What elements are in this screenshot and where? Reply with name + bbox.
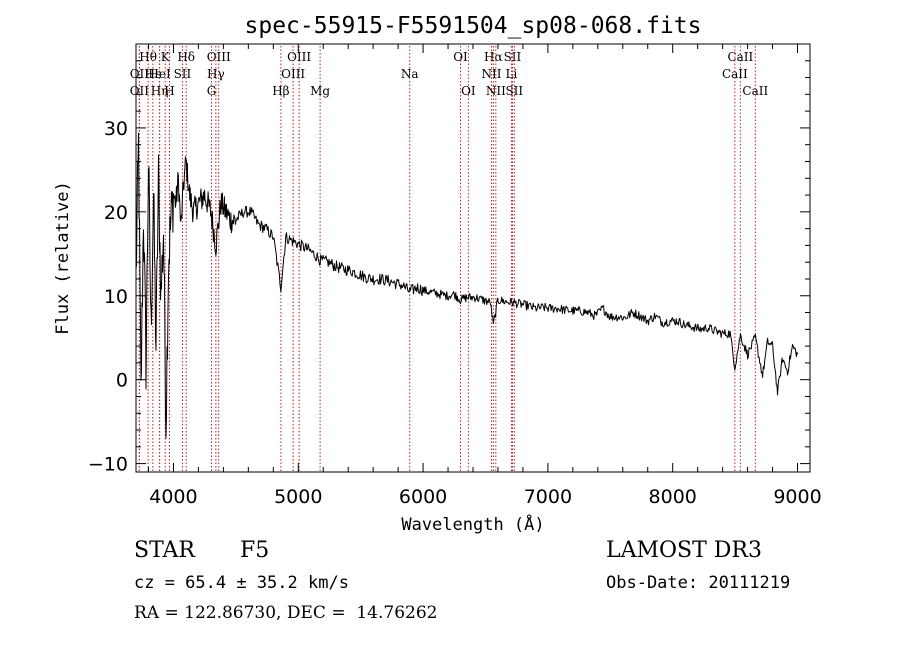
line-label-14: OIII xyxy=(287,50,311,64)
x-tick-label-4000: 4000 xyxy=(149,486,197,508)
line-label-27: CaII xyxy=(722,67,748,81)
line-label-19: OI xyxy=(461,84,476,98)
line-label-3: Hε xyxy=(145,67,162,81)
line-label-25: SII xyxy=(505,84,523,98)
x-tick-label-8000: 8000 xyxy=(649,486,697,508)
line-label-6: HeI xyxy=(148,67,171,81)
line-label-9: Hδ xyxy=(177,50,195,64)
line-label-26: CaII xyxy=(727,50,753,64)
ra-dec-coordinates: RA = 122.86730, DEC = 14.76262 xyxy=(134,603,438,623)
line-label-4: Hη xyxy=(151,84,169,98)
line-label-8: H xyxy=(164,84,174,98)
line-label-22: NII xyxy=(481,67,501,81)
line-label-5: K xyxy=(161,50,171,64)
chart-title: spec-55915-F5591504_sp08-068.fits xyxy=(245,13,702,39)
y-tick-label-20: 20 xyxy=(104,202,128,224)
line-label-10: OIII xyxy=(207,50,231,64)
y-tick-label-30: 30 xyxy=(104,118,128,140)
line-label-12: G xyxy=(207,84,217,98)
line-label-16: Mg xyxy=(310,84,330,98)
spectrum-series xyxy=(135,132,798,439)
x-tick-label-9000: 9000 xyxy=(773,486,821,508)
y-tick-label-0: 0 xyxy=(116,370,128,392)
plot-frame xyxy=(135,43,811,473)
y-tick-label-10: 10 xyxy=(104,286,128,308)
survey-name: LAMOST DR3 xyxy=(606,538,762,563)
line-label-13: Hβ xyxy=(272,84,289,98)
object-subclass: F5 xyxy=(240,538,270,563)
line-label-7: SII xyxy=(174,67,192,81)
line-label-15: OIII xyxy=(281,67,305,81)
x-tick-label-5000: 5000 xyxy=(274,486,322,508)
line-label-17: Na xyxy=(401,67,419,81)
x-axis-label: Wavelength (Å) xyxy=(401,513,544,535)
line-label-11: Hγ xyxy=(207,67,225,81)
line-label-2: OII xyxy=(130,84,150,98)
x-tick-label-6000: 6000 xyxy=(399,486,447,508)
y-axis-label: Flux (relative) xyxy=(53,181,73,335)
observation-date: Obs-Date: 20111219 xyxy=(606,573,791,593)
line-label-20: Hα xyxy=(484,50,503,64)
y-tick-label--10: −10 xyxy=(88,454,128,476)
object-class: STAR xyxy=(134,538,195,563)
line-label-23: Li xyxy=(506,67,518,81)
x-tick-label-7000: 7000 xyxy=(524,486,572,508)
line-label-0: Hθ xyxy=(139,50,157,64)
line-label-21: SII xyxy=(504,50,522,64)
spectrum-line xyxy=(135,132,798,439)
line-label-18: OI xyxy=(453,50,468,64)
line-label-28: CaII xyxy=(742,84,768,98)
line-label-24: NII xyxy=(486,84,506,98)
redshift-velocity: cz = 65.4 ± 35.2 km/s xyxy=(134,573,349,593)
axes: 4000 5000 6000 7000 8000 9000 −10 0 10 20 30 xyxy=(88,43,822,508)
